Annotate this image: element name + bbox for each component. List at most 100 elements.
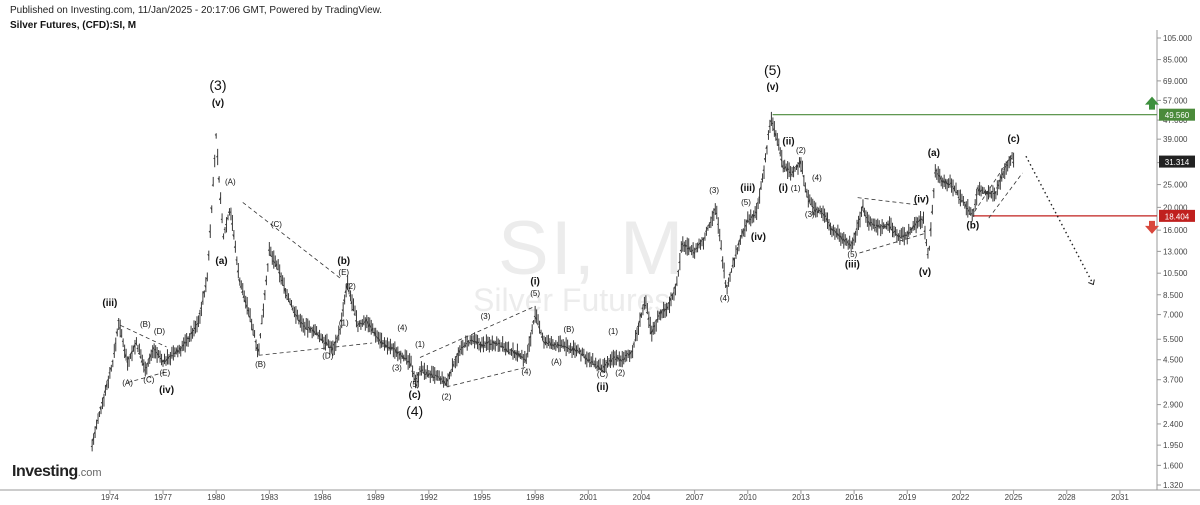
price-bar-open	[589, 361, 592, 365]
price-bar-open	[340, 319, 343, 323]
price-bar-open	[186, 337, 189, 340]
price-bar-open	[530, 329, 533, 332]
price-bar-open	[876, 224, 879, 228]
price-bar-open	[554, 343, 557, 346]
price-bar-open	[791, 170, 794, 173]
price-bar-open	[478, 343, 481, 346]
price-bar-open	[307, 326, 310, 329]
price-bar-open	[521, 356, 524, 359]
wave-label: (iii)	[845, 260, 860, 271]
price-bar-open	[634, 339, 636, 341]
price-bar-open	[273, 261, 276, 264]
price-bar-open	[406, 360, 409, 363]
price-bar-open	[481, 343, 484, 347]
trend-channel-line	[120, 325, 167, 348]
price-bar-open	[662, 308, 664, 311]
price-bar-open	[207, 253, 210, 257]
price-bar-open	[719, 247, 722, 250]
price-bar-open	[204, 285, 207, 288]
price-bar-open	[936, 173, 939, 175]
price-bar-open	[545, 341, 548, 344]
price-tick-label: 7.000	[1163, 311, 1184, 320]
price-bar-open	[425, 371, 428, 376]
wave-label: (v)	[766, 82, 778, 93]
price-bar-open	[216, 155, 219, 158]
price-bar-open	[986, 191, 989, 195]
wave-label: (1)	[339, 318, 349, 327]
price-bar-open	[109, 367, 112, 370]
price-bar-open	[1006, 164, 1009, 167]
wave-label: (D)	[154, 327, 165, 336]
price-bar-open	[295, 314, 298, 317]
price-bar-open	[825, 218, 828, 222]
price-bar-open	[381, 342, 384, 345]
price-bar-open	[348, 294, 351, 297]
price-tick-label: 39.000	[1163, 135, 1188, 144]
price-bar-open	[571, 347, 575, 352]
price-bar-open	[362, 322, 365, 325]
price-bar-open	[638, 320, 641, 324]
price-bar-open	[168, 355, 171, 358]
wave-label: (2)	[615, 369, 625, 378]
price-bar-open	[616, 356, 619, 360]
price-tick-label: 3.700	[1163, 376, 1184, 385]
price-bar-open	[452, 364, 455, 366]
price-tick-label: 13.000	[1163, 247, 1188, 256]
price-bar-open	[142, 362, 145, 366]
price-bar-open	[447, 374, 450, 378]
price-bar-open	[842, 238, 845, 241]
price-bar-open	[670, 294, 673, 297]
price-bar-open	[176, 349, 179, 353]
price-bar-open	[781, 164, 784, 168]
price-bar-open	[388, 346, 391, 350]
price-bar-open	[317, 334, 320, 338]
wave-label: (1)	[415, 340, 425, 349]
price-bar-open	[583, 356, 586, 359]
price-tick-label: 1.950	[1163, 441, 1184, 450]
wave-label: (b)	[966, 220, 979, 231]
price-bar-open	[750, 216, 753, 219]
price-bar-open	[477, 341, 480, 344]
price-bar-open	[784, 166, 787, 169]
price-bar-open	[635, 332, 638, 335]
time-tick-label: 2028	[1058, 493, 1076, 502]
price-bar-open	[685, 244, 688, 247]
price-tick-label: 1.320	[1163, 481, 1184, 490]
last-price-label: 31.314	[1165, 158, 1190, 167]
price-bar-open	[162, 359, 165, 363]
price-bar-open	[851, 242, 853, 244]
price-bar-open	[520, 356, 523, 358]
price-bar-open	[916, 221, 918, 224]
trend-channel-line	[258, 342, 373, 356]
price-bar-open	[470, 339, 472, 342]
price-bar-open	[952, 187, 955, 190]
price-bar-open	[449, 371, 452, 374]
price-bar-open	[873, 224, 876, 227]
price-tick-label: 1.600	[1163, 461, 1184, 470]
price-bar-open	[639, 313, 642, 318]
price-bar-open	[542, 341, 545, 343]
price-bar-open	[543, 341, 546, 344]
last-price-tag	[1159, 155, 1195, 168]
wave-label: (4)	[521, 367, 531, 376]
price-bar-open	[697, 243, 700, 246]
price-bar-open	[1000, 176, 1003, 179]
trend-channel-line	[242, 202, 341, 279]
price-bar-open	[806, 196, 809, 199]
watermark-name: Silver Futures	[473, 282, 671, 318]
price-bar-open	[780, 158, 783, 162]
price-bar-open	[617, 357, 620, 361]
price-bar-open	[413, 378, 416, 381]
wave-label: (a)	[928, 148, 940, 159]
price-bar-open	[548, 341, 551, 343]
price-bar-open	[486, 341, 489, 344]
price-bar-open	[152, 347, 155, 350]
price-bar-open	[939, 176, 942, 180]
price-bar-open	[210, 207, 213, 210]
price-bar-open	[691, 249, 694, 252]
time-tick-label: 2025	[1005, 493, 1023, 502]
price-bar-open	[765, 146, 768, 149]
price-bar-open	[211, 184, 214, 186]
price-bar-open	[377, 337, 379, 340]
